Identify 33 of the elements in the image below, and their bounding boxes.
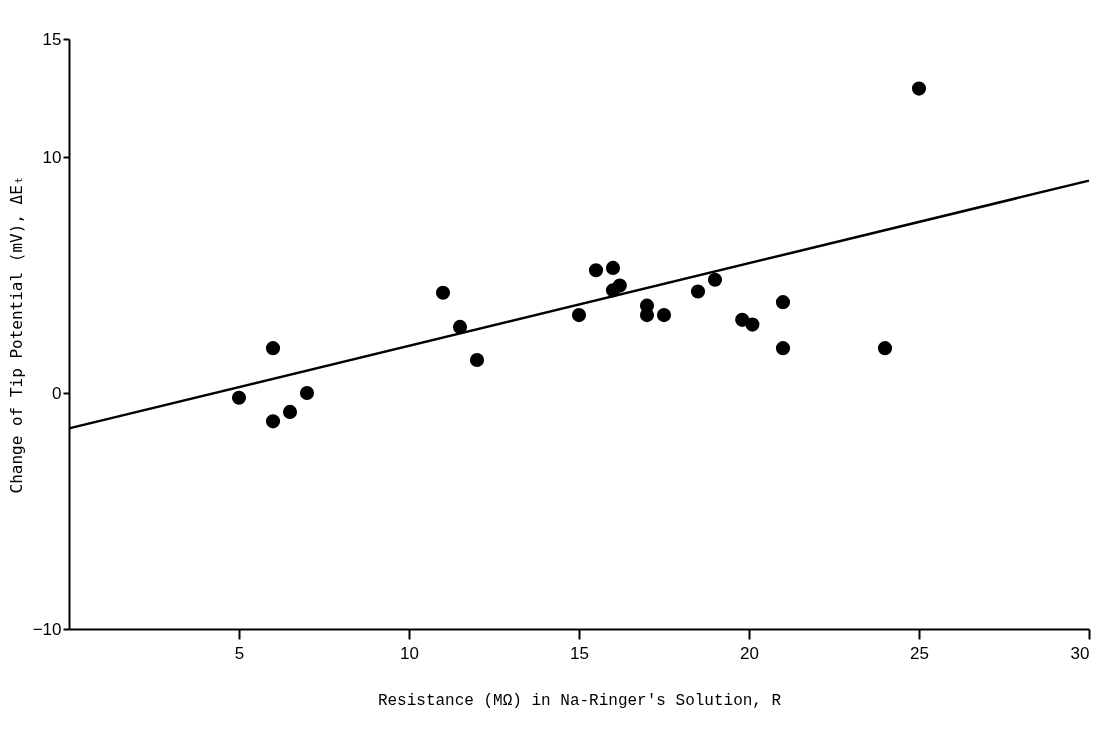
point — [775, 341, 791, 356]
point — [612, 278, 627, 293]
y-axis-title: Change of Tip Potential (mV), ΔEₜ — [6, 175, 26, 494]
point — [877, 341, 893, 356]
point — [707, 272, 723, 287]
y-tick-label: 10 — [42, 147, 62, 167]
point — [571, 308, 587, 323]
x-tick-label: 15 — [570, 643, 589, 663]
x-tick-label: 20 — [740, 643, 759, 663]
point — [435, 285, 451, 300]
point — [775, 295, 791, 310]
x-tick-label: 5 — [234, 643, 245, 663]
y-tick-label: 15 — [42, 29, 62, 49]
x-axis-title: Resistance (MΩ) in Na-Ringer's Solution, R — [377, 691, 782, 710]
point — [588, 263, 604, 278]
x-tick-label: 25 — [910, 643, 929, 663]
point — [265, 414, 281, 429]
point — [265, 341, 281, 356]
point — [639, 308, 655, 323]
point — [452, 319, 468, 334]
point — [911, 81, 927, 96]
point — [656, 308, 672, 323]
point — [469, 352, 485, 368]
point — [745, 317, 760, 332]
point — [690, 284, 706, 299]
point — [282, 404, 298, 419]
x-tick-label: 30 — [1070, 643, 1090, 663]
point — [231, 390, 247, 405]
x-tick-label: 10 — [400, 643, 419, 663]
y-tick-label: −10 — [32, 619, 62, 639]
point — [299, 385, 315, 401]
point — [605, 260, 621, 275]
y-tick-label: 0 — [52, 383, 62, 403]
